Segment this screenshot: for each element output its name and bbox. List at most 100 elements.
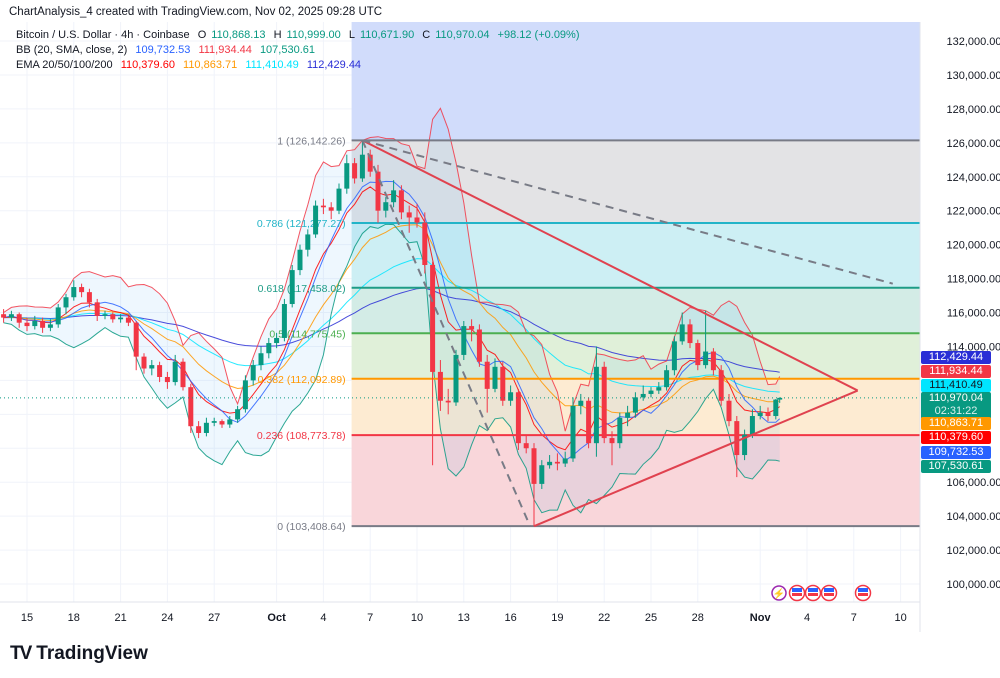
- candle-body: [406, 212, 412, 218]
- price-badge-value: 107,530.61: [928, 460, 984, 472]
- bb-label[interactable]: BB (20, SMA, close, 2): [16, 44, 128, 56]
- candle-body: [94, 302, 100, 316]
- candle-body: [640, 393, 646, 398]
- candle-body: [679, 324, 685, 342]
- flag-red: [824, 593, 834, 596]
- candle-body: [625, 412, 631, 418]
- candle-body: [609, 438, 615, 444]
- flag-red: [792, 593, 802, 596]
- candle-body: [149, 365, 155, 369]
- candle-body: [703, 351, 709, 366]
- price-tick-label: 100,000.00: [946, 579, 1000, 591]
- lightning-icon[interactable]: ⚡: [771, 585, 787, 601]
- triangle-trendline: [533, 389, 859, 528]
- ema-label[interactable]: EMA 20/50/100/200: [16, 59, 113, 71]
- flag-blue: [792, 588, 802, 592]
- fib-band: [351, 435, 921, 527]
- candle-body: [219, 421, 225, 425]
- candle-body: [203, 422, 209, 433]
- open-value: O 110,868.13: [197, 29, 266, 41]
- candle-body: [157, 365, 163, 377]
- time-tick-label: 15: [21, 612, 33, 624]
- flag-red: [858, 593, 868, 596]
- price-tick-label: 126,000.00: [946, 138, 1000, 150]
- candle-body: [664, 370, 670, 388]
- candle-body: [16, 314, 22, 323]
- candle-body: [617, 417, 623, 444]
- candle-body: [24, 322, 30, 327]
- candle-body: [274, 337, 280, 344]
- tradingview-logo[interactable]: TV TradingView: [10, 643, 148, 665]
- fib-level-label: 0.618 (117,458.02): [258, 283, 346, 295]
- candle-body: [1, 314, 7, 318]
- bar-countdown: 02:31:22: [934, 405, 978, 417]
- candle-body: [578, 400, 584, 406]
- candle-body: [523, 443, 529, 449]
- price-badge-value: 111,410.49: [929, 379, 983, 391]
- fib-band-above: [351, 22, 921, 141]
- ema50-value: 110,863.71: [183, 59, 238, 71]
- candle-body: [531, 448, 537, 484]
- candle-body: [562, 458, 568, 464]
- candle-body: [570, 405, 576, 459]
- candle-body: [258, 353, 264, 366]
- price-badge-value: 109,732.53: [928, 446, 984, 458]
- price-tick-label: 122,000.00: [946, 206, 1000, 218]
- candle-body: [476, 329, 482, 362]
- fib-level-label: 0.5 (114,775.45): [269, 328, 345, 340]
- time-tick-label: 13: [458, 612, 470, 624]
- candle-body: [773, 399, 779, 417]
- fib-level-label: 0.786 (121,277.27): [257, 218, 346, 230]
- candle-body: [55, 307, 61, 325]
- high-value: H 110,999.00: [273, 29, 341, 41]
- ema-legend: EMA 20/50/100/200 110,379.60 110,863.71 …: [16, 59, 366, 71]
- candle-body: [726, 400, 732, 422]
- candle-body: [687, 324, 693, 344]
- candle-body: [281, 304, 287, 338]
- time-tick-label: 27: [208, 612, 220, 624]
- candle-body: [383, 202, 389, 211]
- candle-body: [242, 380, 248, 410]
- candle-body: [391, 190, 397, 203]
- candle-body: [367, 154, 373, 172]
- candle-body: [734, 421, 740, 456]
- candle-body: [86, 292, 92, 303]
- candle-body: [352, 163, 358, 179]
- flag-blue: [824, 588, 834, 592]
- candle-body: [671, 341, 677, 371]
- candle-body: [757, 412, 763, 417]
- candle-body: [554, 461, 560, 464]
- price-tick-label: 120,000.00: [946, 240, 1000, 252]
- candle-body: [196, 426, 202, 433]
- fib-level-label: 1 (126,142.26): [277, 135, 345, 147]
- time-tick-label: 16: [504, 612, 516, 624]
- candle-body: [110, 314, 116, 320]
- us-flag-icon[interactable]: [788, 584, 806, 602]
- candle-body: [297, 249, 303, 271]
- price-tick-label: 132,000.00: [946, 36, 1000, 48]
- candle-body: [32, 320, 38, 327]
- triangle-trendline: [361, 139, 859, 392]
- price-tick-label: 104,000.00: [946, 511, 1000, 523]
- candle-body: [710, 351, 716, 371]
- symbol-title[interactable]: Bitcoin / U.S. Dollar · 4h · Coinbase: [16, 29, 190, 41]
- us-flag-icon[interactable]: [820, 584, 838, 602]
- low-value: L 110,671.90: [348, 29, 415, 41]
- us-flag-icon[interactable]: [804, 584, 822, 602]
- price-badge: 111,934.44: [921, 365, 991, 378]
- bb-upper-line: [3, 107, 781, 432]
- dashed-trendline: [361, 140, 532, 527]
- candle-body: [328, 207, 334, 211]
- us-flag-icon[interactable]: [854, 584, 872, 602]
- time-tick-label: 18: [68, 612, 80, 624]
- fib-level-label: 0 (103,408.64): [277, 521, 345, 533]
- time-tick-label: 10: [894, 612, 906, 624]
- time-tick-label: Oct: [267, 612, 286, 624]
- ema200-value: 112,429.44: [306, 59, 362, 71]
- time-tick-label: 25: [645, 612, 657, 624]
- time-tick-label: 19: [551, 612, 563, 624]
- candle-body: [118, 317, 124, 320]
- candle-body: [344, 163, 350, 189]
